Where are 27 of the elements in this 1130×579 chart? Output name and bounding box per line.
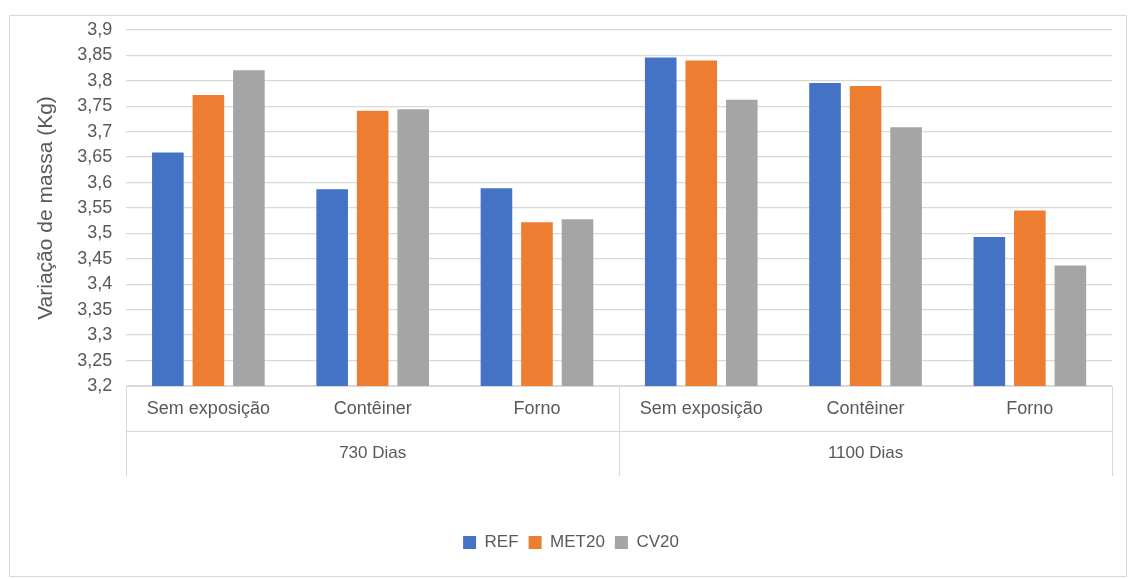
y-tick-label: 3,6 — [87, 171, 113, 192]
x-tick-label: Forno — [513, 397, 561, 418]
y-tick-label: 3,7 — [87, 120, 113, 141]
text: 730 Dias — [339, 442, 407, 462]
y-tick-label: 3,9 — [87, 18, 113, 39]
text: 1100 Dias — [827, 442, 904, 462]
y-tick-label: 3,2 — [87, 374, 113, 395]
x-tick-label: Sem exposição — [146, 397, 270, 418]
y-tick-label: 3,85 — [77, 44, 113, 65]
y-tick-label: 3,45 — [77, 247, 113, 268]
legend-label: REF — [484, 532, 519, 552]
x-tick-label: Contêiner — [826, 397, 905, 418]
x-tick-label: Contêiner — [333, 397, 412, 418]
y-tick-label: 3,75 — [77, 95, 113, 116]
y-tick-label: 3,5 — [87, 222, 113, 243]
y-tick-label: 3,3 — [87, 324, 113, 345]
y-tick-label: 3,8 — [87, 69, 113, 90]
legend-label: MET20 — [550, 532, 605, 552]
x-tick-label: Sem exposição — [639, 397, 763, 418]
y-tick-label: 3,25 — [77, 349, 113, 370]
legend-label: CV20 — [636, 532, 679, 552]
x-tick-label: Forno — [1006, 397, 1054, 418]
y-tick-label: 3,55 — [77, 196, 113, 217]
y-tick-label: 3,65 — [77, 146, 113, 167]
y-tick-label: 3,35 — [77, 298, 113, 319]
y-tick-label: 3,4 — [87, 273, 113, 294]
y-axis-title: Variação de massa (Kg) — [33, 96, 57, 320]
